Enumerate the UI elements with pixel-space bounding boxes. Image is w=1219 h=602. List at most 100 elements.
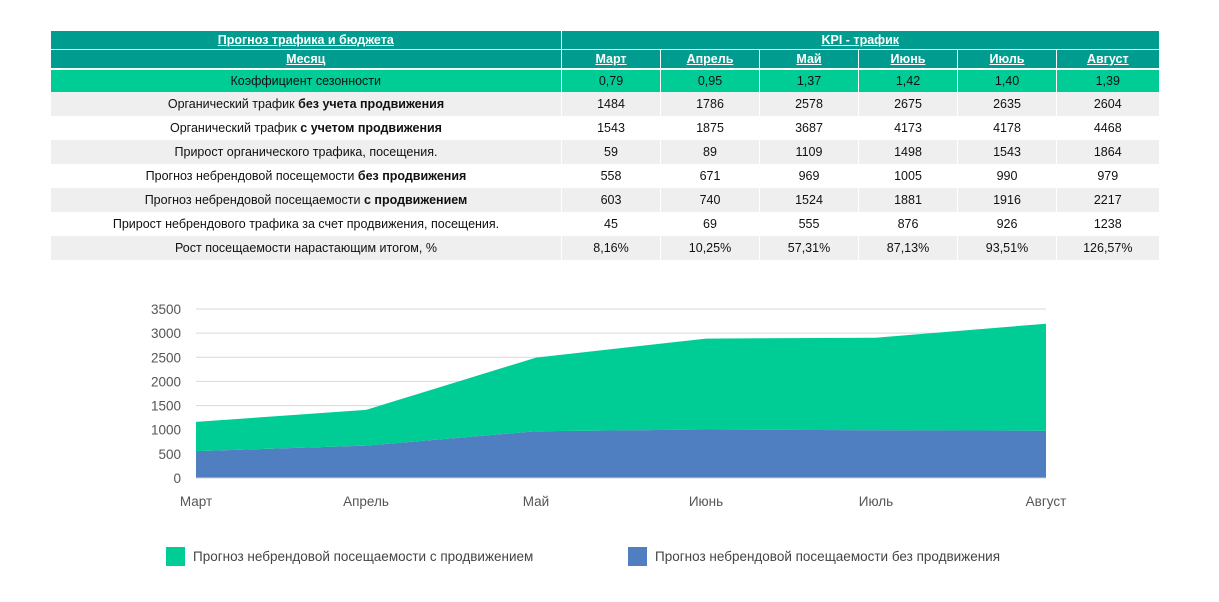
row-label: Прогноз небрендовой посещаемости с продв… [50, 188, 562, 212]
table-cell: 2604 [1055, 92, 1159, 116]
row-label: Прирост органического трафика, посещения… [50, 140, 562, 164]
table-title-row: Прогноз трафика и бюджета KPI - трафик [50, 31, 1159, 50]
y-tick-label: 1500 [151, 399, 181, 414]
table-cell: 2578 [759, 92, 859, 116]
table-cell: 1543 [561, 116, 661, 140]
seasonality-row: Коэффициент сезонности 0,79 0,95 1,37 1,… [50, 68, 1159, 92]
table-row: Прогноз небрендовой посещемости без прод… [50, 164, 1159, 188]
table-cell: 57,31% [759, 236, 859, 260]
row-label-text: Прогноз небрендовой посещемости [145, 169, 358, 183]
legend-swatch [628, 547, 647, 566]
table-row: Органический трафик без учета продвижени… [50, 92, 1159, 116]
table-cell: 89 [660, 140, 760, 164]
table-month-header-row: Месяц Март Апрель Май Июнь Июль Август [50, 49, 1159, 69]
table-cell: 1864 [1055, 140, 1159, 164]
table-cell: 1484 [561, 92, 661, 116]
table-cell: 1238 [1055, 212, 1159, 236]
y-tick-label: 500 [158, 447, 181, 462]
row-label-text: Органический трафик [167, 97, 299, 111]
row-label-emphasis: без учета продвижения [298, 97, 445, 111]
table-cell: 69 [660, 212, 760, 236]
table-cell: 558 [561, 164, 661, 188]
x-tick-label: Май [523, 494, 549, 509]
table-cell: 87,13% [858, 236, 958, 260]
seasonality-value: 0,79 [561, 68, 661, 92]
table-cell: 2217 [1055, 188, 1159, 212]
table-cell: 93,51% [957, 236, 1057, 260]
seasonality-value: 1,42 [858, 68, 958, 92]
row-label: Рост посещаемости нарастающим итогом, % [50, 236, 562, 260]
y-tick-label: 1000 [151, 423, 181, 438]
kpi-table: Прогноз трафика и бюджета KPI - трафик М… [50, 31, 1159, 260]
table-cell: 45 [561, 212, 661, 236]
seasonality-value: 0,95 [660, 68, 760, 92]
table-row: Прирост небрендового трафика за счет про… [50, 212, 1159, 236]
table-row: Прирост органического трафика, посещения… [50, 140, 1159, 164]
x-tick-label: Март [180, 494, 212, 509]
month-header-cell: Июль [957, 49, 1057, 69]
row-label: Органический трафик с учетом продвижения [50, 116, 562, 140]
table-cell: 671 [660, 164, 760, 188]
legend-label: Прогноз небрендовой посещаемости с продв… [193, 549, 533, 564]
area-series-1 [196, 429, 1046, 478]
table-cell: 59 [561, 140, 661, 164]
table-row: Рост посещаемости нарастающим итогом, % 8… [50, 236, 1159, 260]
table-row: Органический трафик с учетом продвижения… [50, 116, 1159, 140]
x-tick-label: Июнь [689, 494, 723, 509]
table-cell: 4173 [858, 116, 958, 140]
month-header-cell: Апрель [660, 49, 760, 69]
seasonality-value: 1,39 [1055, 68, 1159, 92]
y-tick-label: 3500 [151, 302, 181, 317]
row-label-emphasis: с учетом продвижения [300, 121, 442, 135]
x-tick-label: Апрель [343, 494, 389, 509]
row-label: Прогноз небрендовой посещемости без прод… [50, 164, 562, 188]
table-cell: 4178 [957, 116, 1057, 140]
row-label-text: Прирост органического трафика, посещения… [174, 145, 438, 159]
seasonality-label: Коэффициент сезонности [50, 68, 562, 92]
table-cell: 1916 [957, 188, 1057, 212]
row-label-emphasis: без продвижения [357, 169, 467, 183]
y-tick-label: 0 [173, 471, 181, 486]
table-cell: 3687 [759, 116, 859, 140]
legend-swatch [166, 547, 185, 566]
month-header: Месяц [50, 49, 562, 69]
x-tick-label: Август [1026, 494, 1067, 509]
month-header-cell: Март [561, 49, 661, 69]
table-cell: 1005 [858, 164, 958, 188]
table-cell: 2675 [858, 92, 958, 116]
month-header-cell: Август [1055, 49, 1159, 69]
table-title-left: Прогноз трафика и бюджета [50, 31, 562, 50]
row-label-text: Прогноз небрендовой посещаемости [144, 193, 364, 207]
table-cell: 1786 [660, 92, 760, 116]
row-label: Прирост небрендового трафика за счет про… [50, 212, 562, 236]
row-label: Органический трафик без учета продвижени… [50, 92, 562, 116]
table-cell: 926 [957, 212, 1057, 236]
table-cell: 1881 [858, 188, 958, 212]
x-tick-label: Июль [859, 494, 893, 509]
y-tick-label: 2000 [151, 374, 181, 389]
area-series-2 [196, 323, 1046, 452]
table-cell: 979 [1055, 164, 1159, 188]
table-cell: 4468 [1055, 116, 1159, 140]
seasonality-value: 1,37 [759, 68, 859, 92]
row-label-emphasis: с продвижением [363, 193, 468, 207]
y-tick-label: 2500 [151, 350, 181, 365]
row-label-text: Рост посещаемости нарастающим итогом, % [175, 241, 437, 255]
table-cell: 1524 [759, 188, 859, 212]
row-label-text: Прирост небрендового трафика за счет про… [112, 217, 500, 231]
table-title-right: KPI - трафик [560, 31, 1159, 50]
table-cell: 555 [759, 212, 859, 236]
table-cell: 969 [759, 164, 859, 188]
table-cell: 1498 [858, 140, 958, 164]
row-label-text: Органический трафик [170, 121, 301, 135]
table-cell: 8,16% [561, 236, 661, 260]
seasonality-value: 1,40 [957, 68, 1057, 92]
table-cell: 2635 [957, 92, 1057, 116]
table-cell: 126,57% [1055, 236, 1159, 260]
month-header-cell: Май [759, 49, 859, 69]
table-cell: 1875 [660, 116, 760, 140]
month-header-cell: Июнь [858, 49, 958, 69]
table-cell: 1109 [759, 140, 859, 164]
table-cell: 990 [957, 164, 1057, 188]
table-cell: 876 [858, 212, 958, 236]
